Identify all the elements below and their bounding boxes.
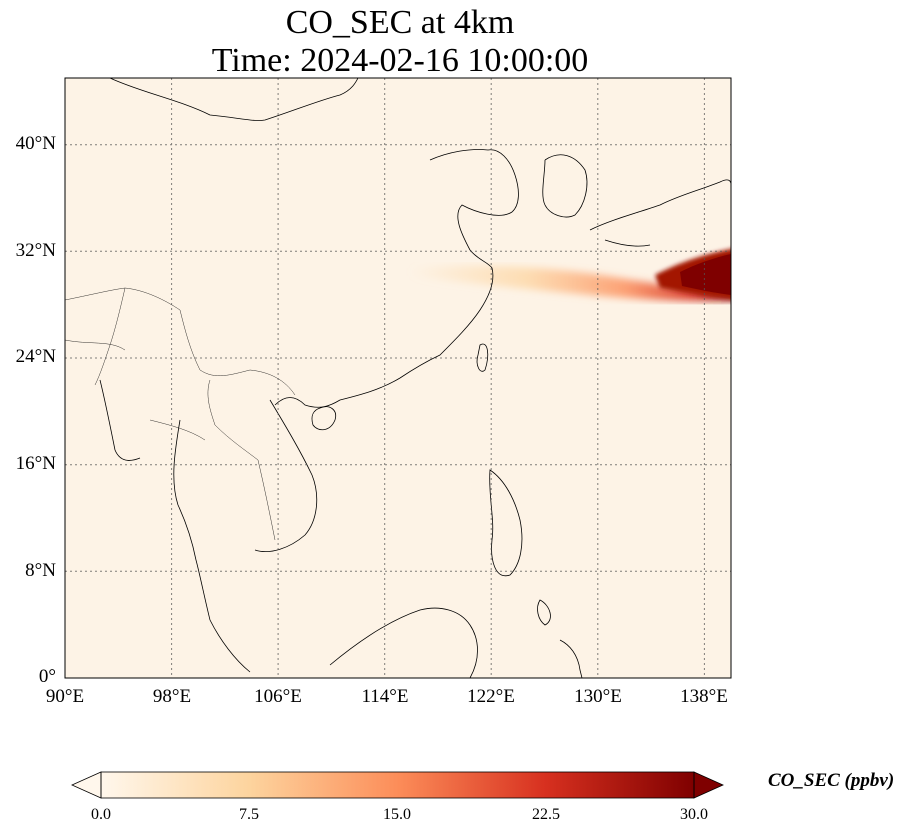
colorbar-tick-label: 15.0 xyxy=(383,806,411,823)
y-tick-label: 0° xyxy=(38,666,56,687)
x-tick-label: 98°E xyxy=(152,686,192,707)
map-title: CO_SEC at 4km xyxy=(285,4,515,41)
y-tick-label: 24°N xyxy=(15,346,56,367)
map-background xyxy=(65,78,731,678)
coastlines xyxy=(99,78,731,678)
colorbar-tick-label: 0.0 xyxy=(91,806,111,823)
colorbar xyxy=(71,771,724,799)
x-tick-label: 90°E xyxy=(45,686,85,707)
y-tick-label: 40°N xyxy=(15,133,56,154)
y-tick-label: 32°N xyxy=(15,240,56,261)
colorbar-label: CO_SEC (ppbv) xyxy=(768,770,895,791)
gridlines xyxy=(65,78,731,678)
co-plume-band xyxy=(410,265,731,301)
y-tick-label: 16°N xyxy=(15,453,56,474)
map-subtitle: Time: 2024-02-16 10:00:00 xyxy=(211,42,589,79)
colorbar-tick-label: 22.5 xyxy=(532,806,560,823)
x-tick-label: 114°E xyxy=(361,686,409,707)
colorbar-extend-min xyxy=(71,771,102,799)
colorbar-extend-max xyxy=(693,771,724,799)
x-tick-label: 122°E xyxy=(467,686,515,707)
colorbar-tick-label: 30.0 xyxy=(680,806,708,823)
x-tick-label: 130°E xyxy=(574,686,622,707)
country-borders xyxy=(65,287,296,541)
x-tick-label: 138°E xyxy=(680,686,728,707)
colorbar-tick-label: 7.5 xyxy=(239,806,259,823)
x-tick-label: 106°E xyxy=(254,686,302,707)
map-frame xyxy=(64,77,732,679)
y-tick-label: 8°N xyxy=(25,560,56,581)
